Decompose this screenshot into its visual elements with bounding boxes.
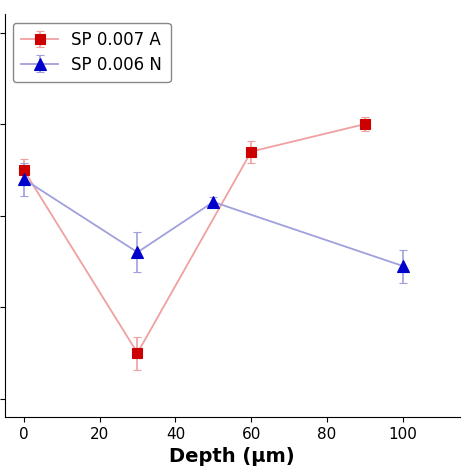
X-axis label: Depth (μm): Depth (μm) (169, 447, 295, 466)
Legend: SP 0.007 A, SP 0.006 N: SP 0.007 A, SP 0.006 N (13, 23, 171, 82)
